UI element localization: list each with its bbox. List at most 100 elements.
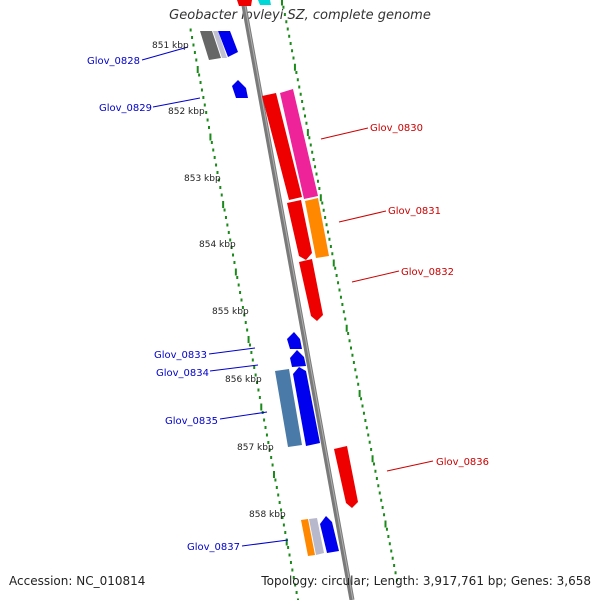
gene-label-0836[interactable]: Glov_0836: [436, 457, 489, 468]
leader-0835: [219, 411, 268, 420]
track-dot: [233, 261, 236, 264]
gene-feature-0831-red[interactable]: [287, 200, 312, 260]
track-dot: [295, 71, 298, 74]
track-dot: [292, 56, 295, 60]
track-dot: [347, 332, 350, 335]
track-dot: [282, 523, 285, 527]
scale-label: 851 kbp: [152, 41, 189, 51]
track-dot: [348, 339, 351, 343]
track-dot: [236, 276, 239, 279]
track-dot: [354, 368, 357, 372]
track-dot: [277, 493, 280, 497]
leader-0836: [386, 460, 434, 472]
gene-feature-0830-red[interactable]: [262, 93, 302, 200]
track-dot: [237, 283, 240, 287]
track-dot: [291, 49, 294, 53]
gene-feature-0833[interactable]: [287, 332, 302, 349]
gene-feature-0837[interactable]: [320, 516, 339, 553]
track-dot: [264, 426, 267, 429]
track-dot: [289, 42, 292, 45]
track-dot: [334, 266, 337, 270]
scale-label: 855 kbp: [212, 307, 249, 317]
track-dot: [254, 373, 257, 377]
track-dot: [329, 245, 332, 248]
gene-feature-0831[interactable]: [305, 198, 329, 258]
gene-label-0835[interactable]: Glov_0835: [165, 416, 218, 427]
track-dot: [385, 527, 388, 531]
track-dot: [328, 237, 331, 241]
track-dot: [299, 92, 302, 96]
gene-label-0830[interactable]: Glov_0830: [370, 123, 423, 134]
track-dot: [315, 172, 318, 176]
track-dot: [289, 561, 292, 564]
track-dot: [246, 328, 249, 332]
gene-feature-0837-light[interactable]: [309, 518, 324, 555]
track-dot: [361, 404, 364, 408]
track-dot: [224, 216, 227, 219]
leader-0837: [241, 539, 289, 547]
track-dot: [227, 231, 230, 234]
track-dot: [365, 426, 368, 430]
track-dot: [309, 143, 312, 147]
gene-feature-0837-orange[interactable]: [301, 519, 315, 556]
gene-label-0837[interactable]: Glov_0837: [187, 542, 240, 553]
track-dot: [251, 358, 254, 362]
track-dot: [370, 448, 373, 451]
gene-label-0832[interactable]: Glov_0832: [401, 267, 454, 278]
gene-feature-top-cyan[interactable]: [258, 0, 271, 5]
track-dot: [396, 578, 398, 582]
gene-label-0833[interactable]: Glov_0833: [154, 350, 207, 361]
track-dot: [258, 396, 261, 399]
gene-feature-top-red[interactable]: [237, 0, 252, 6]
gene-label-0829[interactable]: Glov_0829: [99, 103, 152, 114]
track-dot: [282, 5, 285, 9]
track-dot: [387, 535, 390, 538]
track-dot: [196, 66, 199, 73]
track-dot: [371, 455, 374, 463]
track-dot: [344, 317, 347, 321]
track-dot: [367, 433, 370, 437]
scale-labels: 851 kbp 852 kbp 853 kbp 854 kbp 855 kbp …: [152, 41, 286, 520]
track-dot: [360, 397, 363, 401]
track-dot: [294, 583, 297, 587]
track-dot: [331, 252, 334, 256]
gene-feature-0828-shade: [213, 31, 227, 58]
gene-feature-0832[interactable]: [299, 259, 323, 321]
gene-label-0828[interactable]: Glov_0828: [87, 56, 140, 67]
track-dot: [393, 564, 396, 567]
gene-label-0834[interactable]: Glov_0834: [156, 368, 209, 379]
gene-features: [200, 0, 358, 556]
gene-feature-0834[interactable]: [290, 350, 306, 367]
track-dot: [244, 321, 247, 324]
track-dot: [270, 456, 273, 459]
track-dot: [332, 259, 335, 267]
track-dot: [375, 477, 378, 480]
track-dot: [193, 51, 196, 54]
gene-label-0831[interactable]: Glov_0831: [388, 206, 441, 217]
track-dot: [222, 201, 225, 208]
leader-0833: [208, 347, 256, 355]
gene-feature-0836[interactable]: [334, 446, 358, 508]
gene-feature-0828[interactable]: [218, 31, 238, 57]
track-dot: [212, 148, 215, 152]
track-dot: [390, 549, 393, 553]
track-dot: [384, 520, 387, 528]
gene-feature-0830[interactable]: [280, 89, 318, 199]
track-dot: [316, 179, 319, 183]
track-dot: [292, 576, 295, 579]
track-dot: [285, 538, 288, 546]
track-dot: [293, 63, 296, 71]
gene-feature-0835-steel[interactable]: [275, 369, 302, 447]
track-dot: [377, 484, 380, 488]
track-dot: [306, 129, 309, 136]
gene-feature-0835[interactable]: [293, 367, 320, 446]
track-dot: [257, 388, 260, 392]
track-dot: [297, 598, 299, 600]
track-dot: [342, 310, 345, 314]
gene-feature-gray[interactable]: [200, 31, 221, 60]
track-dot: [284, 531, 287, 534]
track-dot: [281, 0, 283, 6]
gene-feature-0829[interactable]: [232, 80, 248, 98]
track-dot: [241, 306, 244, 309]
